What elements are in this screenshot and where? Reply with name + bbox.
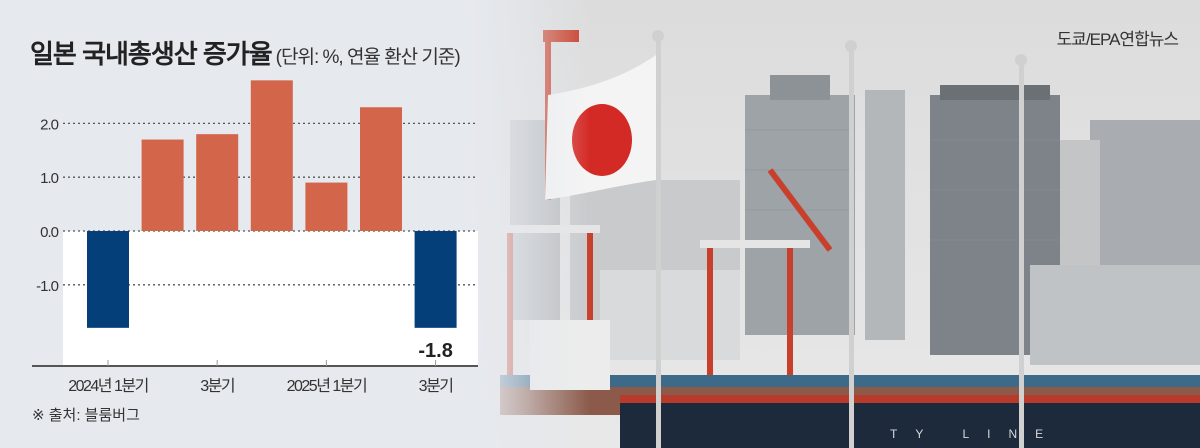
x-tick-label: 2025년 1분기 — [287, 377, 367, 395]
y-tick-label: 2.0 — [40, 116, 59, 133]
unit-note: (단위: %, 연율 환산 기준) — [275, 47, 461, 68]
x-tick-label: 3분기 — [419, 377, 453, 395]
x-tick-label: 2024년 1분기 — [68, 377, 148, 395]
photo-fade — [470, 0, 590, 448]
photo-credit: 도쿄/EPA연합뉴스 — [1056, 30, 1179, 49]
data-label: -1.8 — [418, 340, 452, 362]
bar-1 — [87, 231, 129, 328]
bar-2 — [141, 139, 184, 231]
bar-3 — [196, 134, 239, 231]
svg-text:TY LINE: TY LINE — [890, 427, 1061, 441]
y-tick-label: -1.0 — [36, 278, 59, 295]
plot-negative-area — [63, 231, 478, 366]
bar-7 — [414, 231, 457, 328]
bar-5 — [305, 182, 348, 231]
source-note: ※ 출처: 블룸버그 — [32, 407, 140, 424]
chart-title: 일본 국내총생산 증가율 (단위: %, 연율 환산 기준) — [30, 34, 461, 71]
bar-6 — [360, 107, 402, 231]
y-tick-label: 0.0 — [40, 224, 59, 241]
title-text: 일본 국내총생산 증가율 — [30, 39, 273, 69]
bar-4 — [250, 80, 293, 231]
y-tick-label: 1.0 — [40, 170, 59, 187]
gdp-bar-chart: 2.0 1.0 0.0 -1.0 2024년 1분기 3분기 2025년 1분기 3분기 -1.… — [32, 80, 478, 395]
x-tick-label: 3분기 — [200, 377, 234, 395]
